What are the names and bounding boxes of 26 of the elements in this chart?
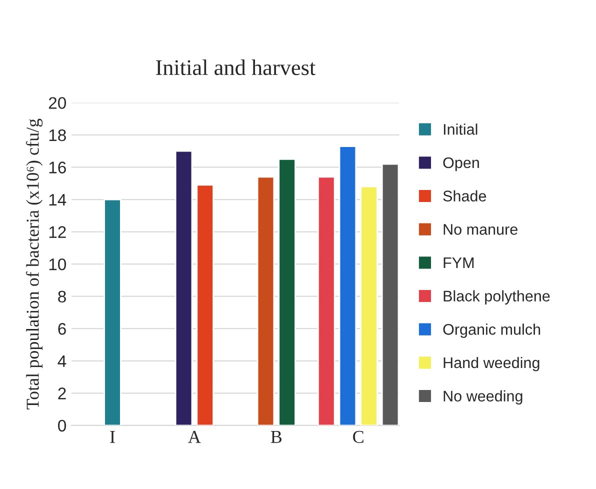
x-tick-label: B <box>270 430 282 443</box>
chart-title: Initial and harvest <box>156 59 316 76</box>
y-tick-label: 2 <box>58 388 66 400</box>
legend-label: Black polythene <box>444 290 550 305</box>
legend-label: Organic mulch <box>443 324 540 338</box>
y-tick-label: 12 <box>49 226 66 238</box>
legend-label: Shade <box>443 190 486 202</box>
x-tick-label: A <box>188 430 201 443</box>
x-tick-label: C <box>353 430 364 443</box>
y-tick-label: 8 <box>58 290 66 303</box>
legend-label: FYM <box>444 258 474 268</box>
legend-label: Initial <box>444 124 478 135</box>
y-tick-label: 4 <box>58 355 66 367</box>
y-tick-label: 18 <box>49 129 66 142</box>
y-tick-label: 6 <box>58 323 66 335</box>
y-tick-label: 0 <box>58 420 66 432</box>
y-tick-label: 20 <box>48 97 66 109</box>
legend-label: No weeding <box>444 390 522 405</box>
x-tick-label: I <box>110 430 115 443</box>
legend-label: No manure <box>444 224 518 235</box>
y-tick-label: 16 <box>49 162 66 174</box>
y-tick-label: 10 <box>49 258 66 270</box>
y-tick-label: 14 <box>49 194 66 206</box>
legend-label: Open <box>443 157 479 172</box>
y-axis-title: Total population of bacteria (x10⁶) cfu/g <box>26 118 43 410</box>
legend-label: Hand weeding <box>444 356 540 372</box>
